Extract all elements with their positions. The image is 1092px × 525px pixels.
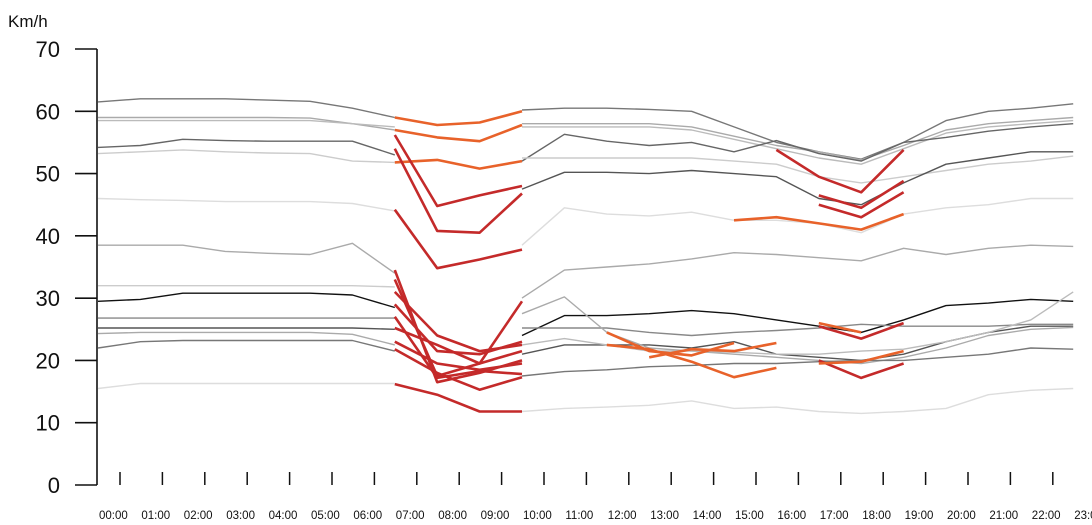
y-tick-label: 10 (36, 411, 60, 436)
series-line-32 (394, 382, 522, 413)
series-line-15 (521, 347, 1074, 377)
series-line-31 (394, 348, 523, 392)
series-line-36 (733, 212, 905, 231)
series-line-38 (818, 321, 862, 334)
series-line-34 (818, 179, 905, 210)
series-line-28 (393, 316, 523, 380)
series-line-5 (97, 149, 395, 164)
series-line-35 (818, 191, 905, 219)
series-line-4 (521, 123, 1074, 162)
x-tick-label: 06:00 (353, 510, 382, 522)
x-tick-label: 13:00 (650, 510, 679, 522)
x-axis-ticks: 00:00 01:00 02:00 03:00 04:00 05:00 06:00 07:00… (99, 472, 1092, 522)
series-line-7 (97, 197, 395, 212)
series-line-37 (818, 321, 905, 340)
x-tick-label: 21:00 (989, 510, 1018, 522)
series-line-30 (394, 340, 523, 372)
x-tick-label: 23:00 (1074, 510, 1092, 522)
series-line-10 (98, 285, 395, 288)
series-line-3 (98, 119, 395, 128)
x-tick-label: 07:00 (396, 510, 425, 522)
x-tick-label: 22:00 (1032, 510, 1061, 522)
series-line-9 (521, 244, 1074, 299)
series-line-8 (98, 242, 396, 274)
series-line-11 (521, 298, 1074, 337)
series-line-29 (394, 326, 523, 365)
x-tick-label: 18:00 (862, 510, 891, 522)
y-tick-label: 20 (36, 348, 60, 373)
x-tick-label: 01:00 (141, 510, 170, 522)
series-line-43 (648, 341, 777, 359)
series-line-14 (97, 331, 395, 346)
x-tick-label: 20:00 (947, 510, 976, 522)
series-line-40 (818, 349, 904, 365)
x-tick-label: 02:00 (184, 510, 213, 522)
y-tick-label: 40 (36, 224, 60, 249)
series-line-6 (521, 151, 1074, 206)
x-tick-label: 04:00 (269, 510, 298, 522)
series-line-15 (97, 339, 395, 352)
x-tick-label: 12:00 (608, 510, 637, 522)
series-layer (97, 98, 1074, 415)
y-tick-label: 50 (36, 162, 60, 187)
series-line-11 (97, 292, 395, 309)
y-tick-label: 60 (36, 99, 60, 124)
y-tick-label: 0 (48, 473, 60, 498)
y-tick-label: 30 (36, 286, 60, 311)
series-line-5 (522, 155, 1074, 184)
x-tick-label: 19:00 (905, 510, 934, 522)
x-tick-label: 03:00 (226, 510, 255, 522)
series-line-39 (818, 359, 905, 380)
x-tick-label: 15:00 (735, 510, 764, 522)
series-line-42 (606, 343, 777, 379)
series-line-25 (393, 278, 524, 378)
series-line-21 (393, 134, 523, 208)
series-line-1 (97, 98, 395, 119)
y-tick-label: 70 (36, 37, 60, 62)
x-tick-label: 00:00 (99, 510, 128, 522)
series-line-17 (521, 387, 1074, 415)
x-tick-label: 14:00 (693, 510, 722, 522)
x-tick-label: 16:00 (777, 510, 806, 522)
series-line-4 (97, 138, 396, 156)
series-line-19 (394, 123, 523, 143)
series-line-33 (775, 148, 905, 194)
x-tick-label: 11:00 (565, 510, 593, 522)
x-tick-label: 10:00 (523, 510, 552, 522)
x-tick-label: 17:00 (820, 510, 849, 522)
series-line-22 (393, 148, 523, 234)
series-line-3 (522, 119, 1074, 165)
series-line-20 (394, 158, 523, 170)
series-line-27 (393, 303, 523, 356)
x-tick-label: 08:00 (438, 510, 467, 522)
series-line-12 (522, 323, 1074, 337)
y-axis-ticks: 0 10 20 30 40 50 60 70 (36, 37, 97, 498)
series-line-2 (522, 116, 1074, 161)
series-line-13 (98, 327, 395, 330)
series-line-23 (393, 208, 523, 270)
x-tick-label: 09:00 (481, 510, 510, 522)
series-line-7 (521, 197, 1074, 246)
x-tick-label: 05:00 (311, 510, 340, 522)
series-line-17 (97, 382, 395, 390)
y-axis-unit-label: Km/h (8, 12, 48, 31)
series-line-18 (394, 110, 523, 127)
